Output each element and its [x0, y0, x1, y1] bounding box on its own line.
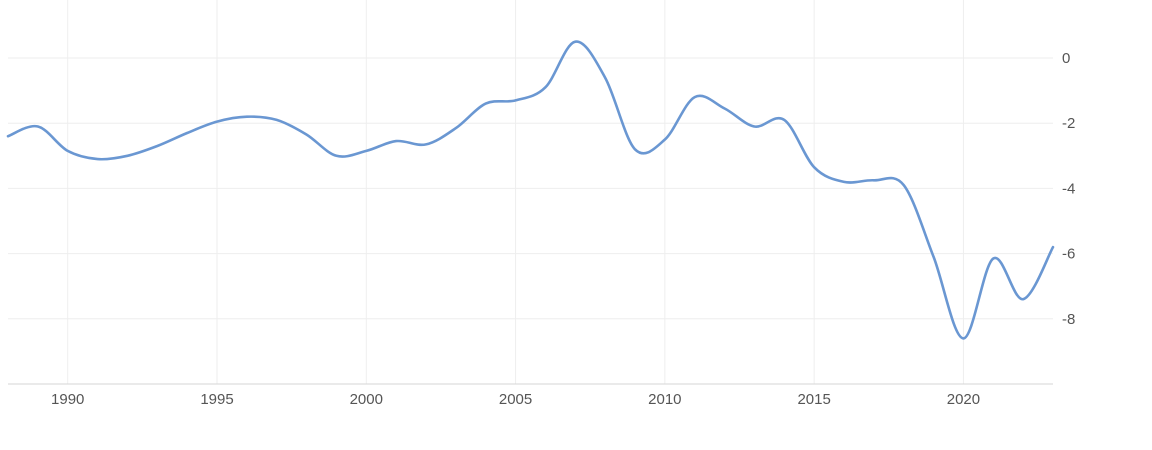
- x-axis-tick-labels: 1990 1995 2000 2005 2010 2015 2020: [51, 391, 980, 408]
- y-tick-label: 0: [1062, 50, 1070, 67]
- vertical-gridlines: [67, 0, 964, 384]
- series-line: [6, 40, 1055, 340]
- y-tick-label: -2: [1062, 115, 1075, 132]
- x-tick-label: 1990: [51, 391, 84, 408]
- x-tick-label: 1995: [200, 391, 233, 408]
- x-tick-label: 2015: [797, 391, 830, 408]
- y-tick-label: -8: [1062, 311, 1075, 328]
- x-tick-label: 2020: [947, 391, 980, 408]
- y-axis-tick-labels: 0 -2 -4 -6 -8: [1062, 50, 1075, 328]
- y-tick-label: -6: [1062, 246, 1075, 263]
- x-tick-label: 2000: [350, 391, 383, 408]
- horizontal-gridlines: [8, 57, 1053, 320]
- x-tick-label: 2005: [499, 391, 532, 408]
- y-tick-label: -4: [1062, 180, 1075, 197]
- x-tick-label: 2010: [648, 391, 681, 408]
